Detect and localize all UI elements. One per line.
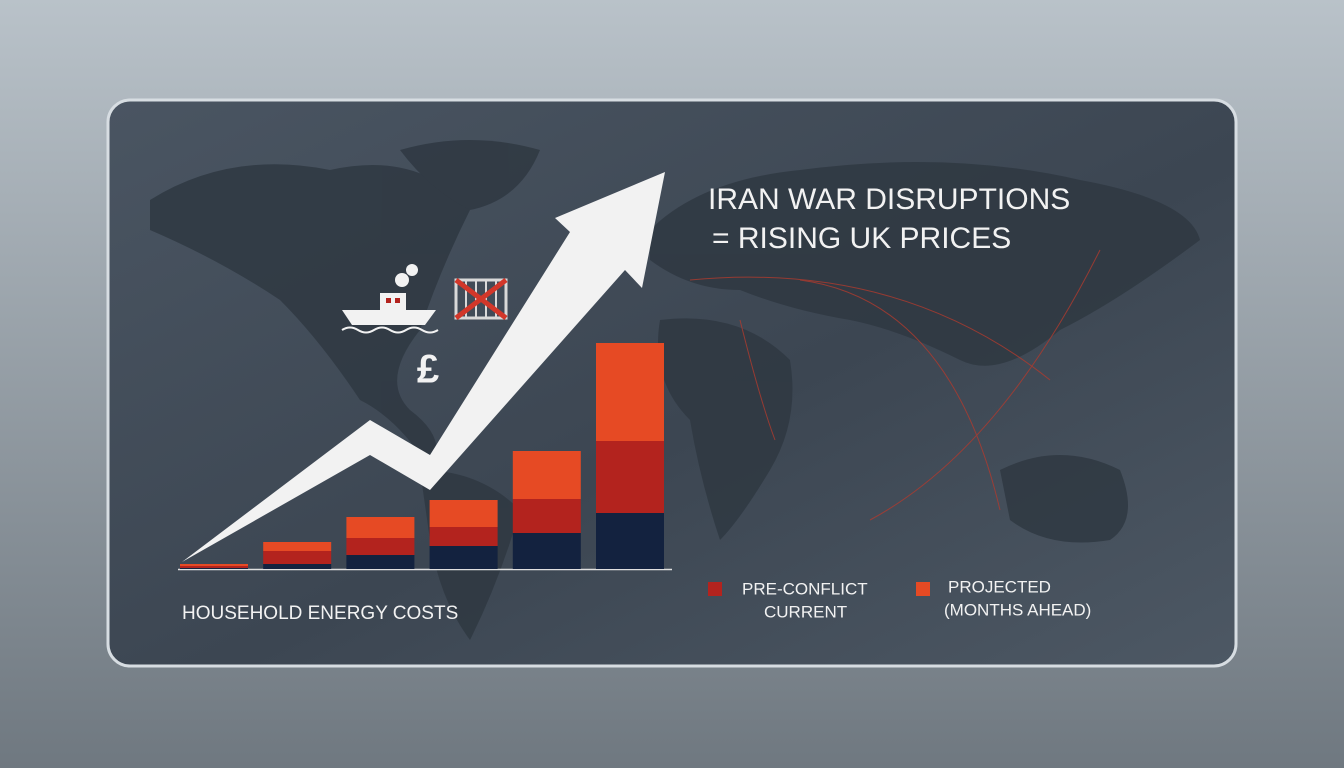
x-axis-label: HOUSEHOLD ENERGY COSTS (182, 603, 458, 624)
legend-marker (916, 582, 930, 596)
bar-segment (596, 513, 664, 569)
bar-segment (596, 343, 664, 441)
bar-segment (180, 564, 248, 566)
bar-segment (180, 568, 248, 569)
bar-segment (512, 451, 581, 499)
ship-icon (341, 264, 439, 334)
bar-segment (596, 441, 664, 513)
chart-title: IRAN WAR DISRUPTIONS (708, 183, 1070, 216)
bar-segment (512, 533, 581, 569)
legend-note: (MONTHS AHEAD) (944, 600, 1091, 619)
chart-subtitle: = RISING UK PRICES (712, 222, 1011, 255)
trade-routes (689, 249, 1101, 521)
bar-segment (429, 500, 498, 527)
rising-arrow (182, 172, 665, 562)
bar-segment (263, 551, 332, 564)
legend-marker (708, 582, 722, 596)
bar-segment (180, 566, 248, 568)
legend-label: CURRENT (764, 602, 847, 621)
bar-segment (346, 517, 415, 538)
bar-segment (429, 527, 498, 546)
legend-label: PROJECTED (948, 577, 1051, 596)
bar-segment (346, 538, 415, 555)
bar-segment (263, 542, 332, 551)
blocked-container-icon (454, 278, 508, 320)
bar-segment (512, 499, 581, 533)
legend-label: PRE-CONFLICT (742, 579, 868, 598)
world-map (150, 140, 1200, 640)
bar-segment (263, 564, 332, 569)
pound-symbol: £ (417, 348, 439, 392)
bar-segment (429, 546, 498, 569)
bar-segment (346, 555, 415, 569)
